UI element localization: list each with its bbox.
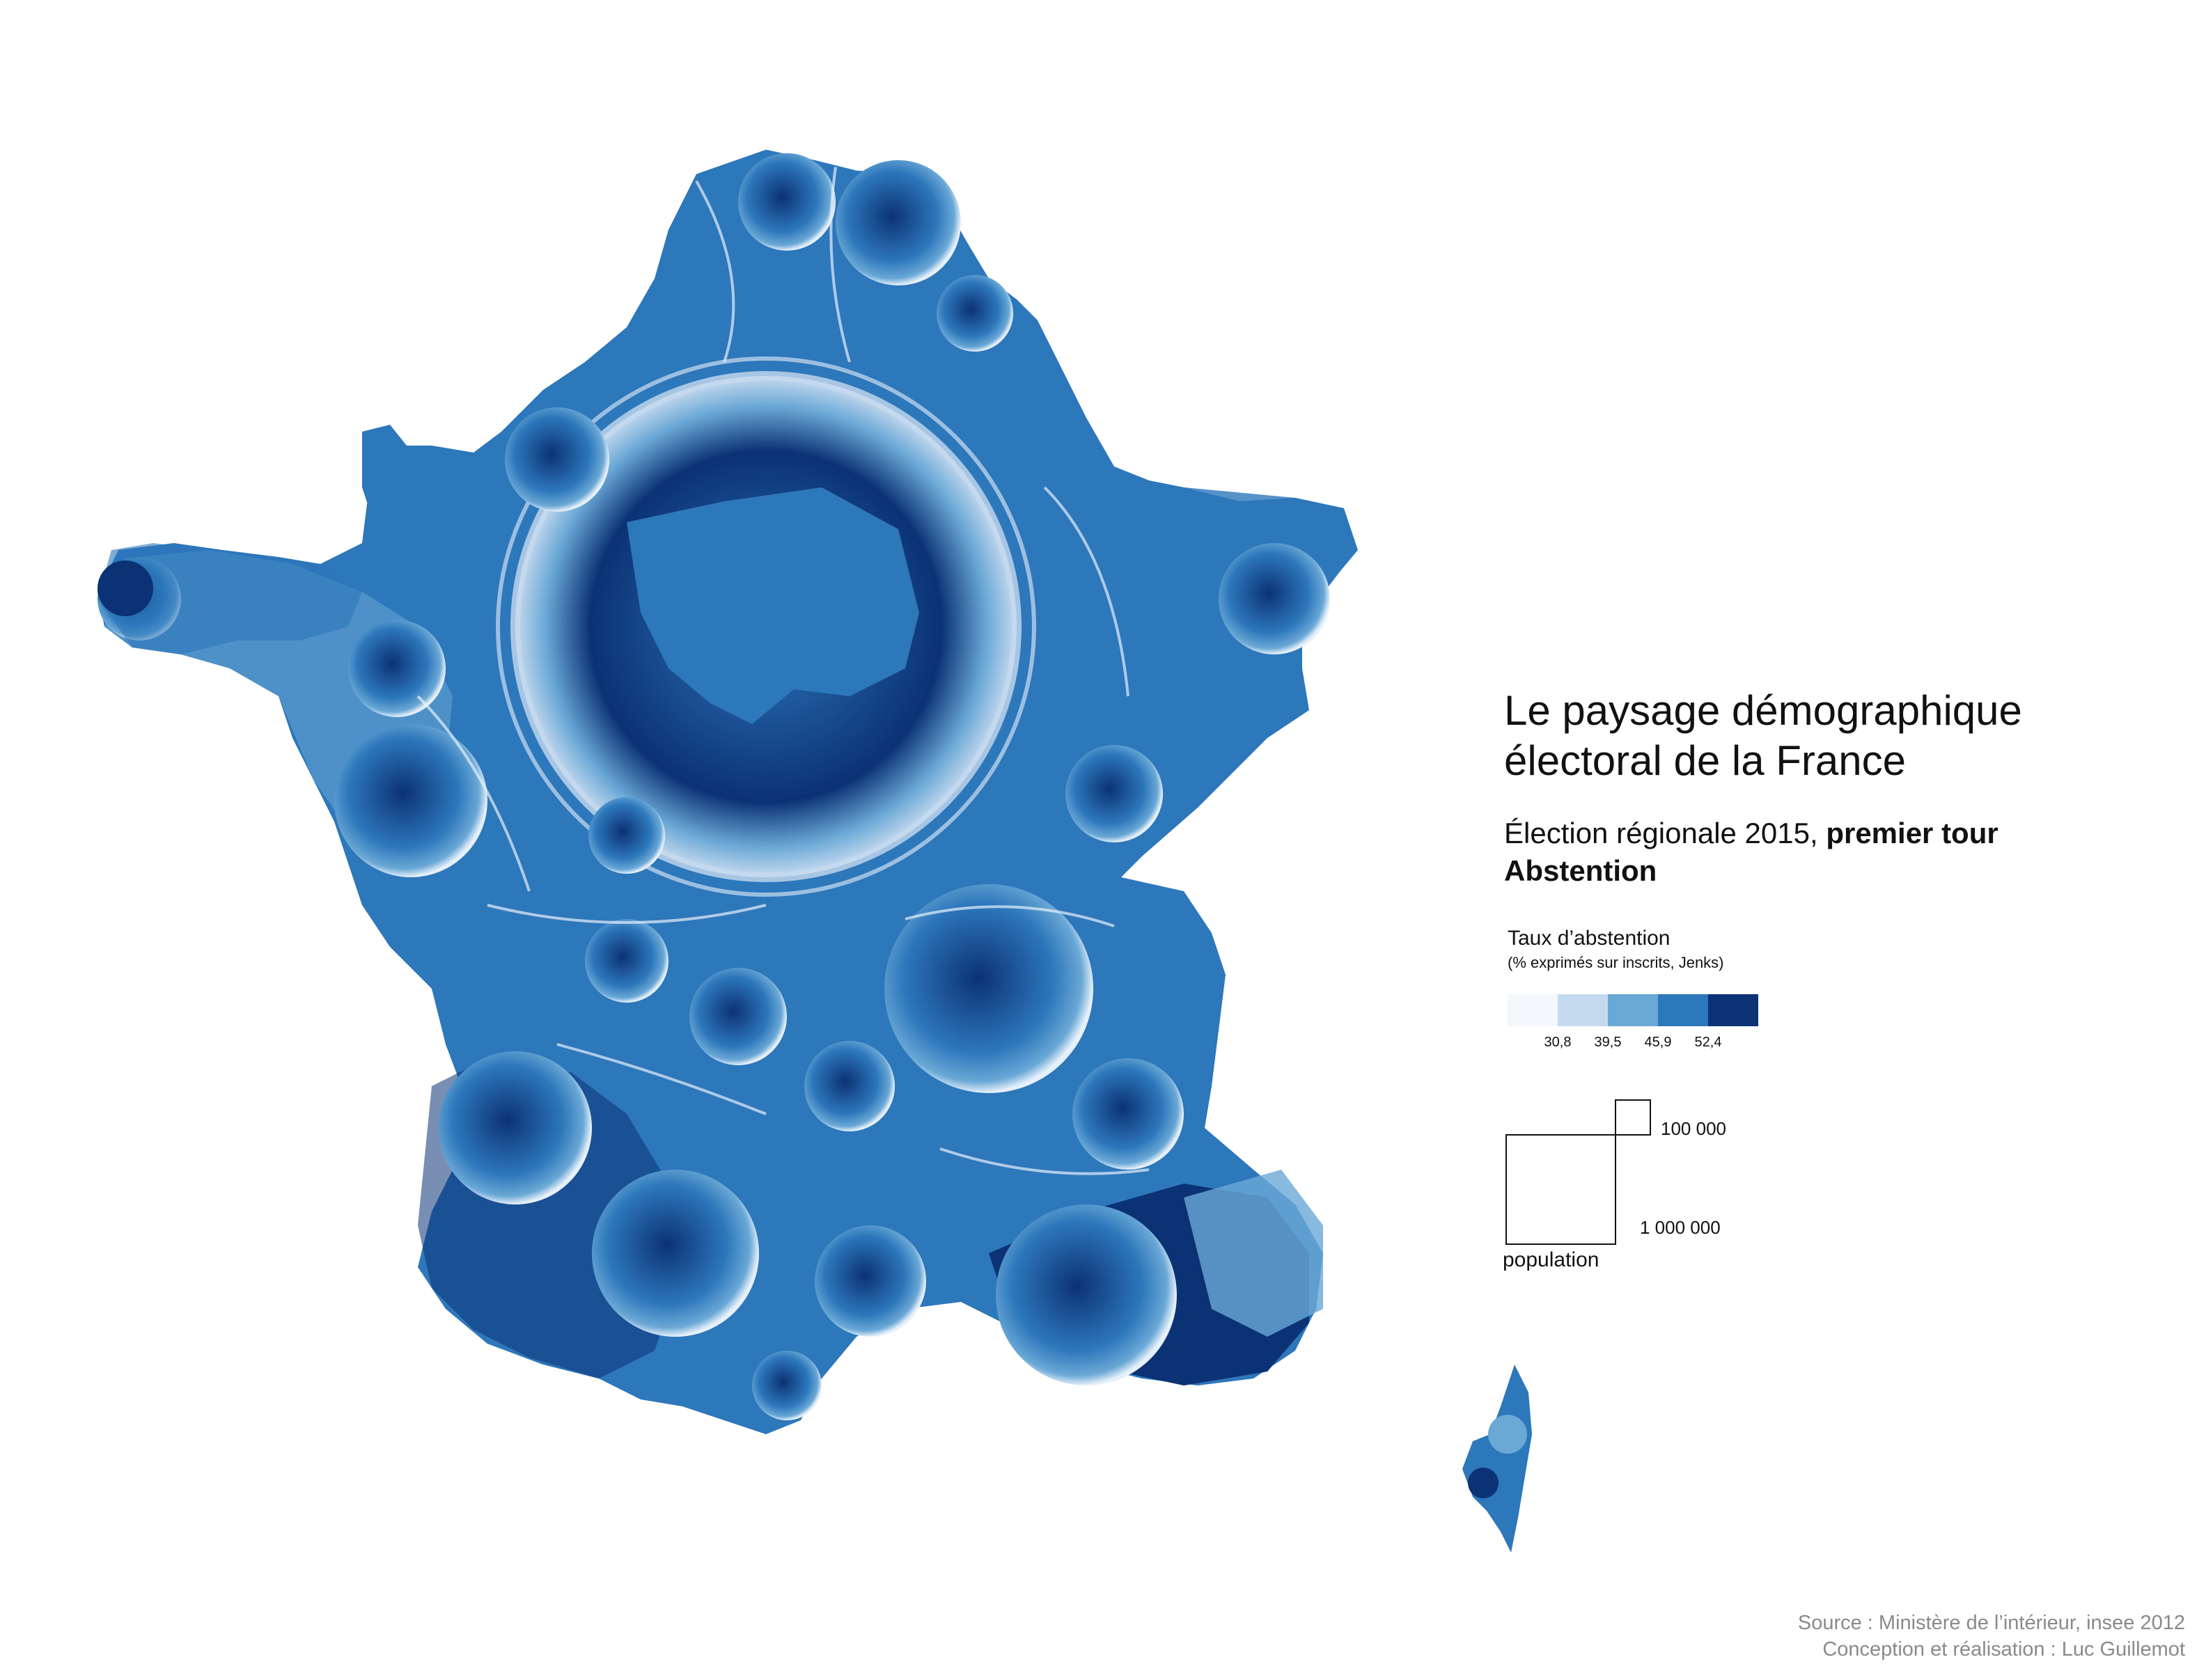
- marseille-bubble: [996, 1204, 1177, 1385]
- brittany-bubble: [97, 560, 153, 616]
- title-line-1: Le paysage démographique: [1504, 687, 2022, 734]
- population-caption: population: [1503, 1248, 1599, 1271]
- seams: [416, 166, 1150, 1175]
- legend-swatch-2: [1558, 994, 1608, 1026]
- paris-ring-outline-2: [496, 356, 1036, 897]
- legend-tick-2: 39,5: [1594, 1035, 1622, 1050]
- center-bubble-2: [585, 919, 668, 1003]
- strasbourg-bubble: [1219, 543, 1330, 654]
- subtitle-election: Élection régionale 2015,: [1504, 817, 1826, 849]
- legend-swatch-3: [1608, 994, 1658, 1026]
- grenoble-bubble: [1072, 1058, 1184, 1170]
- brittany-peninsula: [97, 543, 362, 654]
- population-square-small: [1615, 1099, 1651, 1136]
- subtitle-round: premier tour: [1826, 817, 1998, 849]
- map-title: Le paysage démographique électoral de la…: [1504, 686, 2131, 786]
- legend-swatch-5: [1708, 994, 1758, 1026]
- center-bubble-1: [689, 968, 787, 1065]
- author-text: Conception et réalisation : Luc Guillemo…: [1822, 1638, 2185, 1661]
- lyon-bubble: [884, 884, 1093, 1093]
- perpignan-bubble: [752, 1351, 822, 1420]
- north-bubble: [738, 153, 836, 251]
- legend-swatch-4: [1658, 994, 1708, 1026]
- normandy-bubble: [505, 407, 609, 512]
- nice-area: [1184, 1170, 1323, 1337]
- montpellier-bubble: [815, 1225, 926, 1337]
- map-subtitle: Élection régionale 2015, premier tour Ab…: [1504, 815, 2131, 890]
- subtitle-topic: Abstention: [1504, 854, 1657, 887]
- cotentin-peninsula: [362, 425, 425, 543]
- legend-color-scale: [1508, 994, 1758, 1026]
- legend-title: Taux d’abstention: [1508, 927, 1671, 950]
- title-line-2: électoral de la France: [1504, 737, 1906, 784]
- legend-tick-3: 45,9: [1644, 1035, 1672, 1050]
- paris-inner-area: [627, 487, 919, 724]
- legend-tick-4: 52,4: [1694, 1035, 1722, 1050]
- bordeaux-bubble: [439, 1051, 592, 1204]
- legend-subtitle: (% exprimés sur inscrits, Jenks): [1508, 954, 1724, 971]
- legend-swatch-1: [1508, 994, 1558, 1026]
- rennes-bubble: [348, 620, 446, 717]
- toulouse-bubble: [592, 1170, 759, 1337]
- east-bubble: [1065, 745, 1163, 842]
- legend-tick-1: 30,8: [1544, 1035, 1572, 1050]
- source-text: Source : Ministère de l’intérieur, insee…: [1797, 1612, 2185, 1634]
- corsica-island: [1462, 1365, 1532, 1553]
- nantes-bubble: [334, 724, 487, 877]
- corsica-bubble-2: [1468, 1468, 1499, 1498]
- population-label-large: 1 000 000: [1640, 1217, 1721, 1238]
- corsica-bubble: [1488, 1415, 1527, 1454]
- credits: Source : Ministère de l’intérieur, insee…: [1798, 1610, 2185, 1663]
- population-square-large: [1505, 1134, 1616, 1245]
- center-bubble-3: [804, 1041, 895, 1131]
- population-label-small: 100 000: [1661, 1118, 1726, 1139]
- paris-ring-outline: [510, 371, 1022, 882]
- lille-bubble: [836, 160, 961, 285]
- north-bubble-2: [937, 275, 1013, 352]
- orleans-bubble: [588, 797, 665, 874]
